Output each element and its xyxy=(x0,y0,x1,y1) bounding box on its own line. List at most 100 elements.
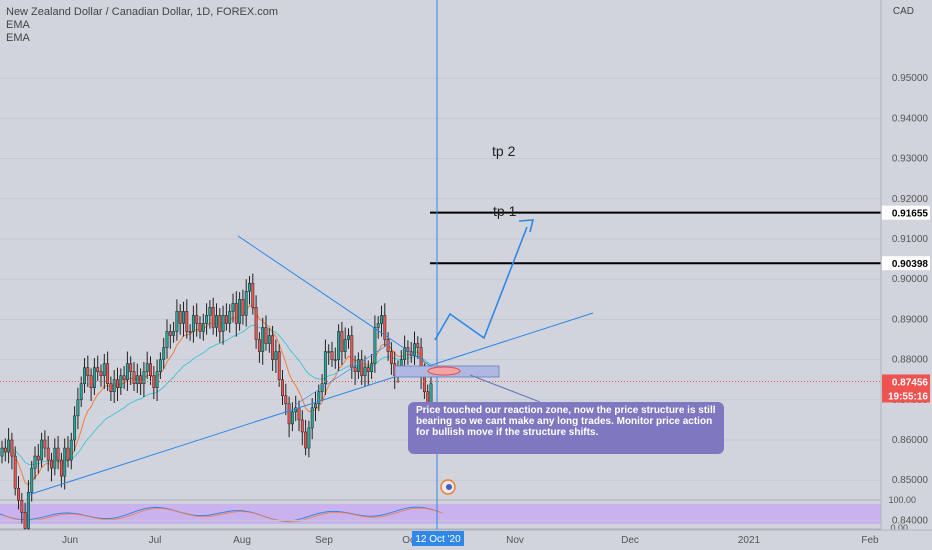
candle-body xyxy=(330,351,334,360)
candle xyxy=(178,304,182,335)
price-tick-label: 0.90000 xyxy=(892,274,929,285)
candle-body xyxy=(33,455,37,469)
candle xyxy=(290,402,294,432)
candle xyxy=(343,327,347,359)
candle xyxy=(43,430,47,458)
candle xyxy=(403,335,407,371)
candle-body xyxy=(132,371,136,384)
candle xyxy=(69,432,73,470)
candle-body xyxy=(386,339,390,352)
candle-body xyxy=(92,367,96,388)
candle-body xyxy=(221,315,225,332)
candle xyxy=(337,324,341,371)
ascending-trendline xyxy=(27,312,594,496)
price-axis[interactable]: CAD 0.95000 0.94000 0.93000 0.92000 0.91000 0.… xyxy=(880,0,932,550)
candle xyxy=(175,299,179,341)
candle-body xyxy=(191,315,195,332)
candle-body xyxy=(310,407,314,429)
rsi-tick-0: 0.00 xyxy=(890,523,908,533)
candle-body xyxy=(370,363,374,372)
currency-label: CAD xyxy=(893,6,914,17)
candle xyxy=(300,410,304,446)
candle-body xyxy=(429,383,433,405)
time-tick-label: Nov xyxy=(506,535,524,546)
candle-body xyxy=(195,315,199,324)
candle-body xyxy=(416,343,420,348)
candle-body xyxy=(178,311,182,324)
candle xyxy=(40,432,44,468)
candle xyxy=(350,325,354,379)
tp2-price-tag: 0.91655 xyxy=(882,205,930,220)
rsi-signal-line xyxy=(2,507,444,523)
candle-body xyxy=(376,323,380,328)
candle-body xyxy=(56,447,60,461)
candle xyxy=(353,355,357,385)
candle xyxy=(185,299,189,339)
candle xyxy=(224,303,228,331)
candle xyxy=(50,452,53,482)
candle-body xyxy=(36,455,40,461)
candle xyxy=(73,406,77,452)
candle-body xyxy=(413,343,416,356)
tp1-price-tag-text: 0.90398 xyxy=(892,259,929,270)
candle-body xyxy=(290,411,294,425)
candle-body xyxy=(271,335,275,360)
plot-background xyxy=(0,0,881,550)
candle-body xyxy=(26,492,30,529)
candle xyxy=(30,460,34,502)
candle xyxy=(3,438,7,462)
price-tick-label: 0.89000 xyxy=(892,314,929,325)
candle-body xyxy=(294,407,298,413)
candle xyxy=(201,313,205,341)
candles xyxy=(0,273,433,542)
candle-body xyxy=(66,447,70,461)
candle xyxy=(330,341,334,367)
candle xyxy=(208,300,212,329)
candle xyxy=(360,349,364,385)
candle-body xyxy=(363,367,367,376)
candle xyxy=(363,355,367,387)
candle xyxy=(33,446,37,480)
candle xyxy=(135,363,139,393)
candle-body xyxy=(46,447,50,461)
candle xyxy=(254,295,258,349)
analysis-callout[interactable]: Price touched our reaction zone, now the… xyxy=(408,402,724,454)
candle xyxy=(366,360,370,385)
candle-body xyxy=(182,311,185,324)
drawings[interactable]: tp 2 tp 1 xyxy=(0,0,881,530)
symbol-title: New Zealand Dollar / Canadian Dollar, 1D… xyxy=(6,6,279,18)
candle xyxy=(241,289,245,325)
candle xyxy=(333,347,337,369)
candle-body xyxy=(89,375,93,388)
candle xyxy=(274,339,278,373)
candle-body xyxy=(83,367,86,384)
candle-body xyxy=(17,487,20,501)
price-tick-label: 0.94000 xyxy=(892,113,929,124)
candle-body xyxy=(403,347,407,360)
candle xyxy=(211,297,215,335)
candle-body xyxy=(59,459,63,477)
crosshair-date-label: 12 Oct '20 xyxy=(415,534,461,545)
candle xyxy=(281,370,284,406)
candle xyxy=(231,293,235,323)
candle-body xyxy=(112,379,116,393)
candle-body xyxy=(340,331,344,352)
candle-body xyxy=(0,447,4,457)
candle xyxy=(307,420,311,458)
candle-body xyxy=(3,447,7,453)
candle-body xyxy=(307,427,311,449)
countdown-tag: 19:55:16 xyxy=(882,388,930,403)
price-tick-label: 0.93000 xyxy=(892,154,929,165)
projection-path xyxy=(434,226,528,341)
candle xyxy=(182,301,185,337)
descending-trendline xyxy=(237,235,433,368)
candle-body xyxy=(389,351,393,364)
candle-body xyxy=(248,282,251,292)
time-axis[interactable]: Jun Jul Aug Sep Oct Nov Dec 2021 Feb 12 Oct '20 xyxy=(0,529,932,550)
candle xyxy=(165,319,169,359)
candle xyxy=(234,291,238,337)
candle xyxy=(89,368,93,402)
time-tick-label: Jul xyxy=(149,535,162,546)
candle-body xyxy=(211,307,215,328)
